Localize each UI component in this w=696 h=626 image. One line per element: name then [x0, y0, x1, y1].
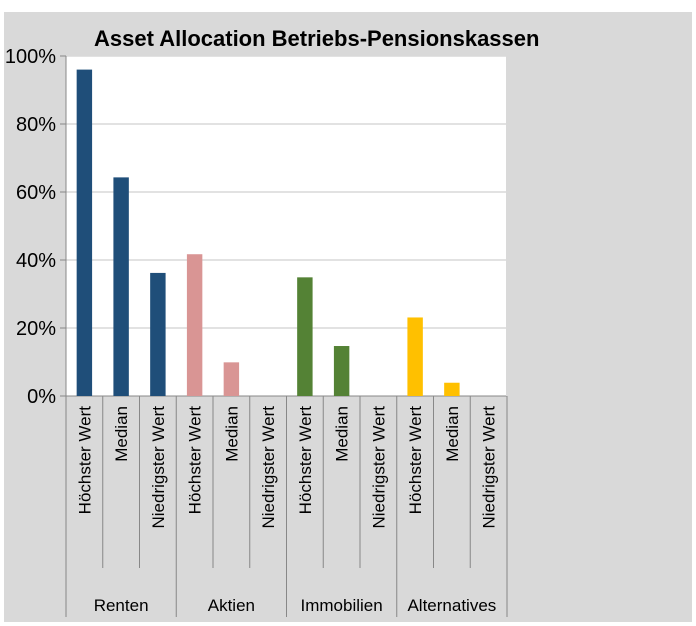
bar	[333, 346, 350, 396]
x-subcategory-label: Niedrigster Wert	[149, 406, 168, 529]
x-group-label: Aktien	[208, 596, 255, 615]
x-subcategory-label: Höchster Wert	[186, 406, 205, 515]
x-subcategory-label: Höchster Wert	[75, 406, 94, 515]
x-group-label: Immobilien	[301, 596, 383, 615]
bar	[407, 317, 423, 396]
chart-title: Asset Allocation Betriebs-Pensionskassen	[94, 26, 539, 51]
x-subcategory-label: Median	[443, 406, 462, 462]
bar	[113, 177, 129, 396]
y-tick-label: 40%	[16, 250, 56, 272]
bar	[76, 69, 93, 396]
y-tick-label: 20%	[16, 318, 56, 340]
x-subcategory-label: Median	[112, 406, 131, 462]
x-subcategory-label: Niedrigster Wert	[259, 406, 278, 529]
x-subcategory-label: Höchster Wert	[406, 406, 425, 515]
x-subcategory-label: Höchster Wert	[296, 406, 315, 515]
y-tick-label: 60%	[16, 182, 56, 204]
x-group-label: Alternatives	[407, 596, 496, 615]
x-subcategory-label: Median	[222, 406, 241, 462]
y-tick-label: 0%	[27, 386, 56, 408]
bar	[186, 254, 203, 396]
bar	[223, 362, 240, 396]
y-tick-label: 80%	[16, 114, 56, 136]
bar	[150, 272, 166, 396]
x-subcategory-label: Niedrigster Wert	[369, 406, 388, 529]
plot-area	[66, 56, 507, 396]
bar	[444, 382, 460, 396]
x-subcategory-label: Niedrigster Wert	[480, 406, 499, 529]
x-subcategory-label: Median	[333, 406, 352, 462]
bar	[297, 277, 313, 396]
x-group-label: Renten	[94, 596, 149, 615]
y-tick-label: 100%	[5, 46, 56, 68]
